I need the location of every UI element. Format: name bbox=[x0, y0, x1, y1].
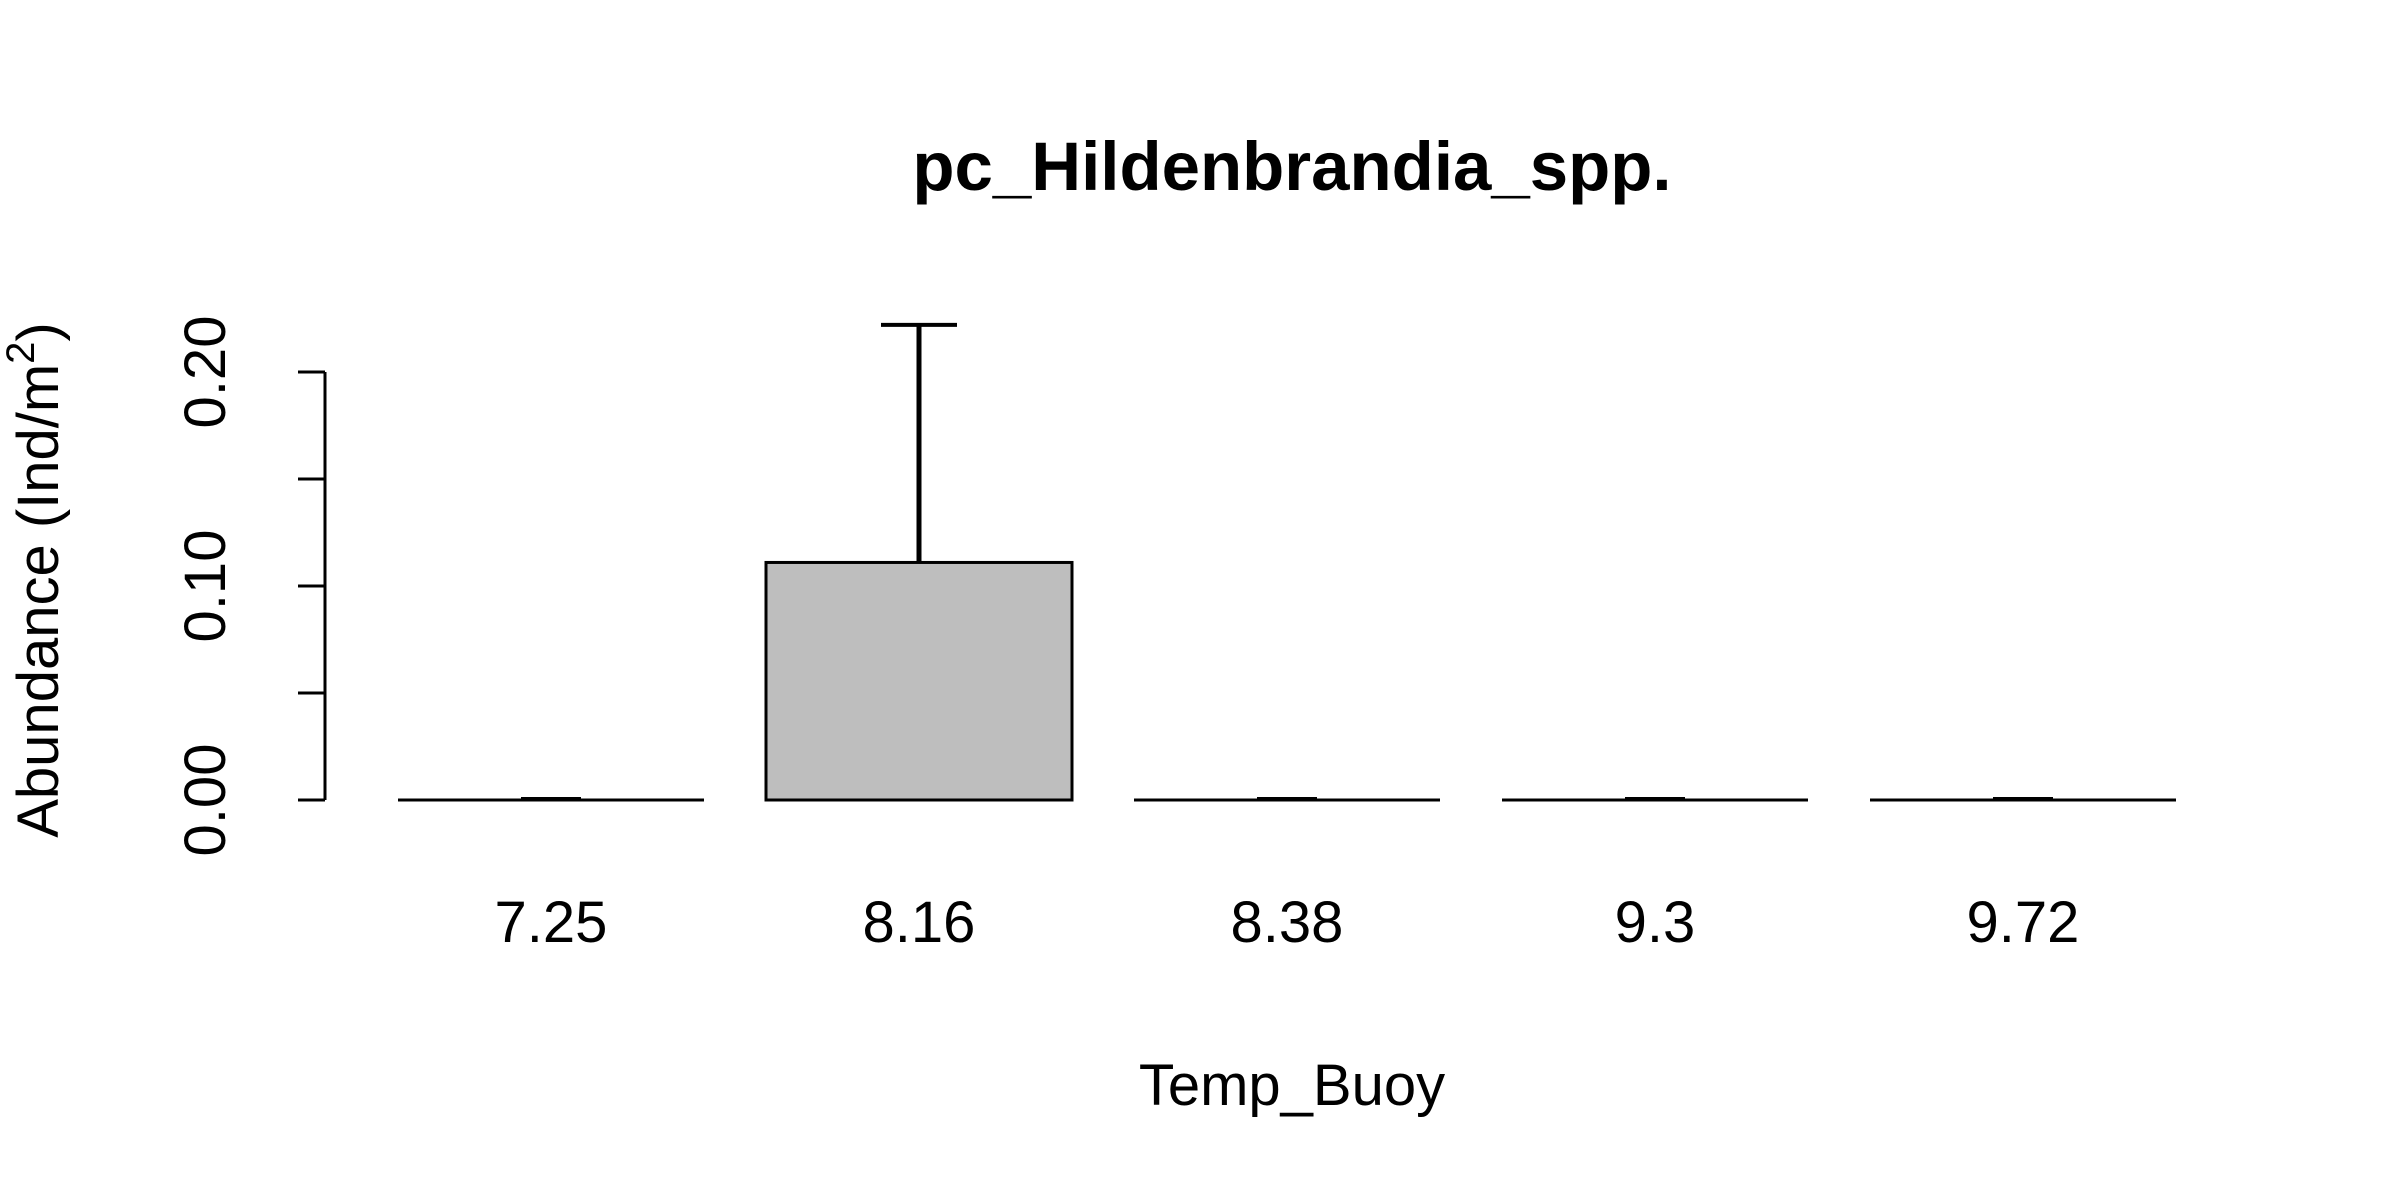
x-axis-label: Temp_Buoy bbox=[1139, 1053, 1445, 1118]
chart-title: pc_Hildenbrandia_spp. bbox=[912, 128, 1671, 205]
y-axis-label-main: Abundance (Ind/m bbox=[6, 364, 71, 838]
x-tick-labels: 7.25 8.16 8.38 9.3 9.72 bbox=[495, 890, 2080, 955]
error-bars bbox=[521, 322, 2053, 799]
y-axis-label-superscript: 2 bbox=[0, 342, 43, 364]
x-tick-label: 9.3 bbox=[1615, 890, 1696, 955]
x-tick-label: 8.38 bbox=[1231, 890, 1344, 955]
bars bbox=[398, 560, 2176, 802]
x-tick-label: 9.72 bbox=[1967, 890, 2080, 955]
x-tick-label: 8.16 bbox=[863, 890, 976, 955]
bar bbox=[764, 560, 1074, 802]
y-axis-label-close: ) bbox=[6, 322, 71, 341]
y-tick-label: 0.00 bbox=[173, 744, 238, 857]
y-tick-label: 0.20 bbox=[173, 316, 238, 429]
y-axis-label: Abundance (Ind/m2) bbox=[0, 322, 71, 838]
x-tick-label: 7.25 bbox=[495, 890, 608, 955]
y-axis: 0.00 0.10 0.20 bbox=[173, 316, 327, 857]
y-tick-label: 0.10 bbox=[173, 530, 238, 643]
